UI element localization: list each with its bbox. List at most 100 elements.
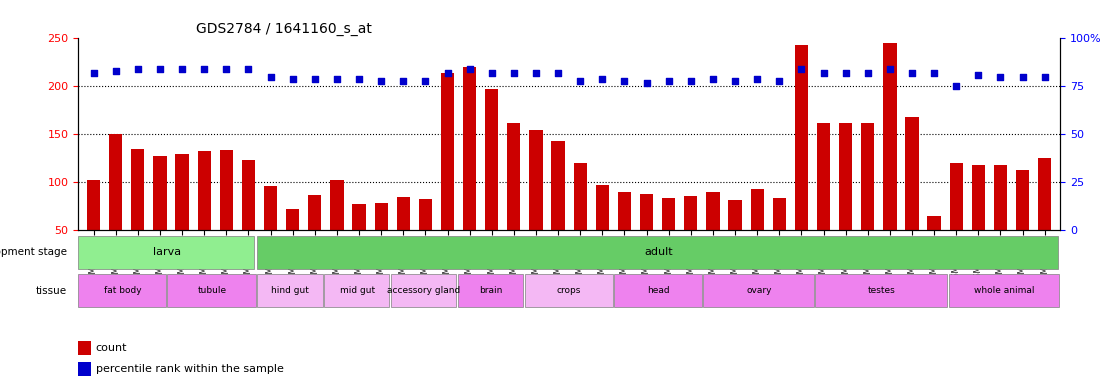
Bar — [618, 192, 631, 278]
FancyBboxPatch shape — [525, 275, 613, 307]
Point — [770, 78, 788, 84]
Bar — [330, 180, 344, 278]
Bar — [1016, 170, 1029, 278]
Point — [660, 78, 677, 84]
Bar — [772, 198, 786, 278]
Point — [704, 76, 722, 82]
Bar — [862, 123, 875, 278]
Point — [947, 83, 965, 89]
Point — [815, 70, 833, 76]
Text: adult: adult — [644, 247, 673, 258]
Point — [748, 76, 766, 82]
Bar — [529, 130, 542, 278]
Bar — [662, 198, 675, 278]
Text: whole animal: whole animal — [974, 286, 1035, 295]
Point — [218, 66, 235, 72]
Bar — [883, 43, 896, 278]
Point — [925, 70, 943, 76]
Bar — [375, 203, 387, 278]
FancyBboxPatch shape — [167, 275, 256, 307]
Point — [306, 76, 324, 82]
Text: development stage: development stage — [0, 247, 67, 258]
Point — [240, 66, 258, 72]
Point — [881, 66, 898, 72]
Point — [85, 70, 103, 76]
Bar — [308, 195, 321, 278]
Bar — [78, 362, 90, 376]
Bar — [78, 341, 90, 355]
Bar — [574, 163, 587, 278]
Bar — [1038, 158, 1051, 278]
Bar — [972, 165, 985, 278]
Point — [504, 70, 522, 76]
Bar — [729, 200, 742, 278]
FancyBboxPatch shape — [703, 275, 814, 307]
Text: ovary: ovary — [747, 286, 771, 295]
Text: brain: brain — [480, 286, 502, 295]
FancyBboxPatch shape — [324, 275, 389, 307]
Bar — [132, 149, 144, 278]
Point — [373, 78, 391, 84]
FancyBboxPatch shape — [78, 236, 254, 269]
Bar — [905, 117, 918, 278]
Bar — [220, 150, 233, 278]
Bar — [684, 196, 698, 278]
Text: percentile rank within the sample: percentile rank within the sample — [96, 364, 283, 374]
Bar — [463, 67, 477, 278]
Bar — [596, 185, 609, 278]
Text: fat body: fat body — [104, 286, 142, 295]
Point — [616, 78, 634, 84]
Point — [727, 78, 744, 84]
Bar — [950, 163, 963, 278]
Point — [527, 70, 545, 76]
Bar — [839, 123, 853, 278]
Point — [637, 79, 655, 86]
Bar — [817, 123, 830, 278]
Text: tissue: tissue — [36, 286, 67, 296]
Text: testes: testes — [868, 286, 895, 295]
FancyBboxPatch shape — [391, 275, 456, 307]
Point — [903, 70, 921, 76]
Bar — [242, 161, 256, 278]
Point — [1013, 74, 1031, 80]
Point — [151, 66, 169, 72]
Bar — [485, 89, 499, 278]
Text: head: head — [647, 286, 670, 295]
Point — [439, 70, 456, 76]
Bar — [396, 197, 410, 278]
Point — [461, 66, 479, 72]
Point — [173, 66, 191, 72]
Bar — [198, 151, 211, 278]
Bar — [418, 199, 432, 278]
Bar — [441, 73, 454, 278]
FancyBboxPatch shape — [458, 275, 523, 307]
Bar — [639, 194, 653, 278]
Point — [483, 70, 501, 76]
Point — [571, 78, 589, 84]
FancyBboxPatch shape — [949, 275, 1059, 307]
Bar — [751, 189, 763, 278]
Bar — [353, 204, 366, 278]
Point — [261, 74, 279, 80]
Text: larva: larva — [153, 247, 182, 258]
Point — [1036, 74, 1054, 80]
Text: mid gut: mid gut — [339, 286, 375, 295]
Bar — [175, 154, 189, 278]
FancyBboxPatch shape — [815, 275, 947, 307]
Bar — [508, 123, 520, 278]
Bar — [994, 165, 1007, 278]
Point — [594, 76, 612, 82]
Point — [195, 66, 213, 72]
Bar — [795, 45, 808, 278]
Text: hind gut: hind gut — [271, 286, 309, 295]
Point — [283, 76, 301, 82]
Point — [859, 70, 877, 76]
Bar — [551, 141, 565, 278]
Point — [549, 70, 567, 76]
FancyBboxPatch shape — [257, 275, 323, 307]
Point — [107, 68, 125, 74]
Point — [837, 70, 855, 76]
Point — [394, 78, 412, 84]
Point — [682, 78, 700, 84]
Bar — [87, 180, 100, 278]
